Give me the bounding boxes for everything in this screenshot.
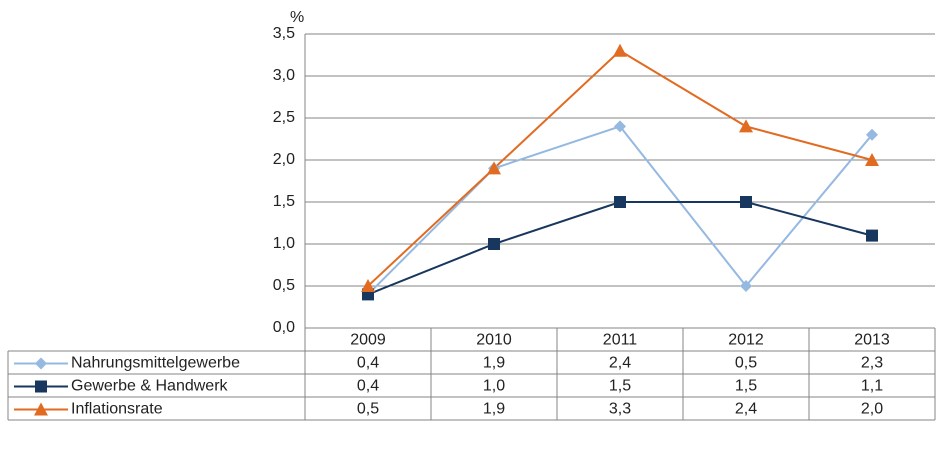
series-line: [367, 125, 873, 296]
y-tick-label: 0,0: [273, 319, 295, 336]
marker: [866, 128, 878, 141]
marker: [614, 196, 626, 208]
table-value: 2,4: [735, 401, 757, 418]
legend-marker: [35, 357, 47, 370]
y-tick-label: 1,0: [273, 235, 295, 252]
y-tick-label: 2,0: [273, 151, 295, 168]
unit-label: %: [290, 9, 304, 26]
marker: [613, 43, 627, 57]
y-tick-label: 0,5: [273, 277, 295, 294]
marker: [865, 153, 879, 166]
marker: [740, 196, 752, 208]
marker: [487, 161, 501, 175]
table-value: 0,4: [357, 378, 379, 395]
legend-label: Gewerbe & Handwerk: [71, 378, 229, 395]
table-value: 1,5: [735, 378, 757, 395]
legend-marker: [34, 402, 48, 416]
y-tick-label: 3,5: [273, 25, 295, 42]
legend-label: Inflationsrate: [71, 401, 163, 418]
y-tick-label: 3,0: [273, 67, 295, 84]
marker: [739, 119, 753, 133]
series-line: [367, 49, 873, 287]
x-tick-label: 2009: [350, 332, 386, 349]
table-value: 3,3: [609, 401, 631, 418]
table-value: 2,3: [861, 355, 883, 372]
table-value: 1,1: [861, 378, 883, 395]
table-value: 0,4: [357, 355, 379, 372]
x-tick-label: 2010: [476, 332, 512, 349]
table-value: 1,0: [483, 378, 505, 395]
table-value: 0,5: [357, 401, 379, 418]
x-tick-label: 2012: [728, 332, 764, 349]
legend-label: Nahrungsmittelgewerbe: [71, 355, 240, 372]
table-value: 1,9: [483, 401, 505, 418]
marker: [488, 238, 500, 250]
y-tick-label: 1,5: [273, 193, 295, 210]
marker: [866, 229, 878, 242]
y-tick-label: 2,5: [273, 109, 295, 126]
table-value: 0,5: [735, 355, 757, 372]
marker: [361, 279, 375, 292]
legend-marker: [35, 380, 47, 393]
table-value: 1,5: [609, 378, 631, 395]
marker: [740, 280, 752, 292]
x-tick-label: 2011: [603, 332, 638, 349]
marker: [614, 120, 626, 133]
table-value: 2,4: [609, 355, 631, 372]
table-value: 2,0: [861, 401, 883, 418]
table-value: 1,9: [483, 355, 505, 372]
x-tick-label: 2013: [854, 332, 890, 349]
